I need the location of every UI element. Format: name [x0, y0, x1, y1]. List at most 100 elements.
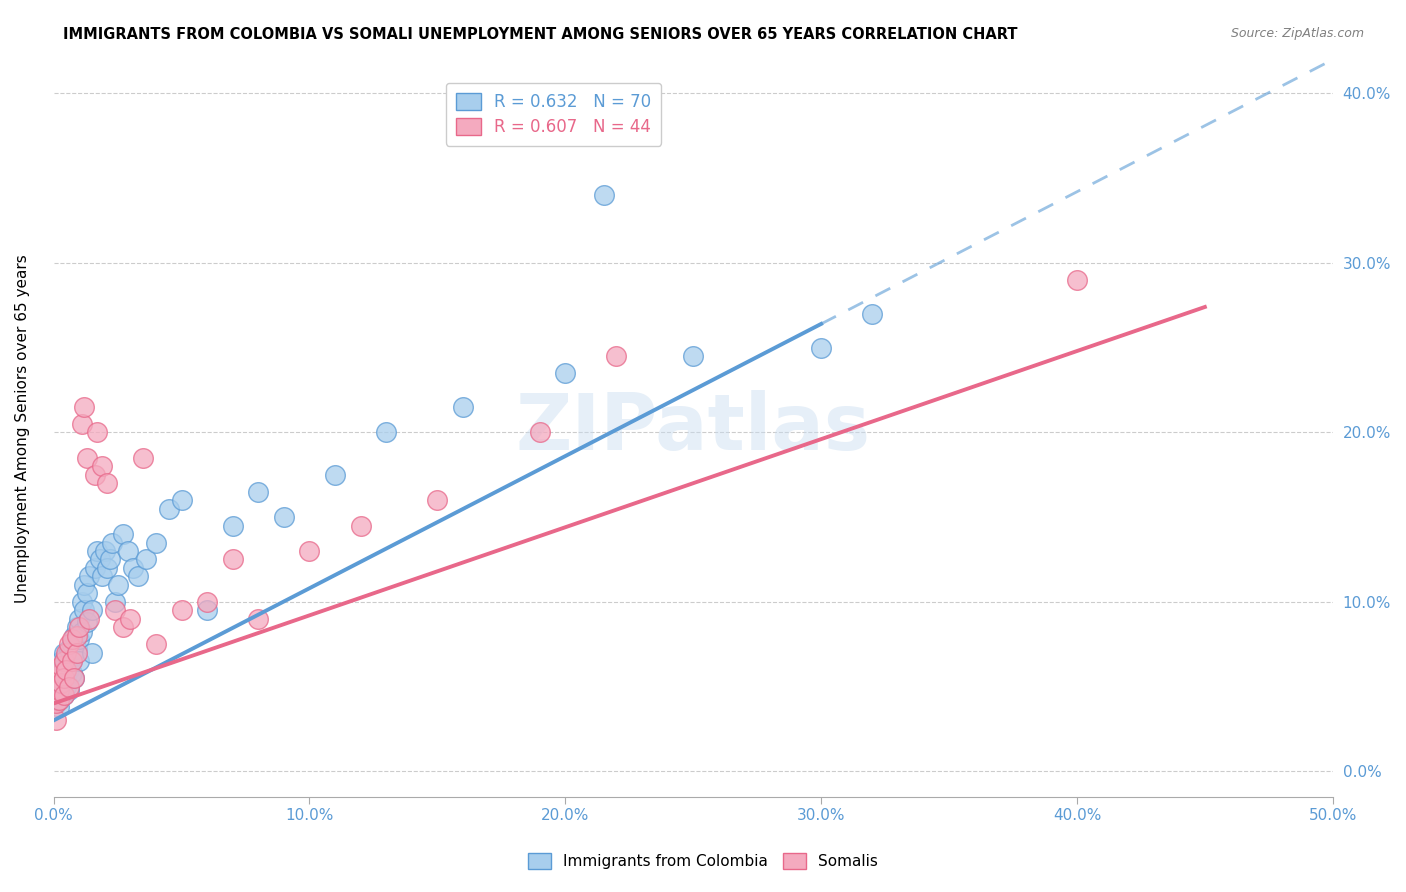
Y-axis label: Unemployment Among Seniors over 65 years: Unemployment Among Seniors over 65 years	[15, 253, 30, 602]
Point	[51, 682, 73, 697]
Point	[83, 467, 105, 482]
Point	[1066, 273, 1088, 287]
Point	[63, 648, 86, 663]
Point	[682, 349, 704, 363]
Point	[195, 603, 218, 617]
Point	[170, 603, 193, 617]
Point	[67, 654, 90, 668]
Point	[66, 620, 89, 634]
Legend: R = 0.632   N = 70, R = 0.607   N = 44: R = 0.632 N = 70, R = 0.607 N = 44	[446, 83, 661, 145]
Point	[145, 535, 167, 549]
Point	[66, 642, 89, 657]
Point	[111, 527, 134, 541]
Point	[60, 632, 83, 646]
Point	[51, 654, 73, 668]
Text: ZIPatlas: ZIPatlas	[516, 390, 870, 467]
Point	[127, 569, 149, 583]
Point	[79, 612, 101, 626]
Point	[55, 648, 77, 663]
Point	[80, 646, 103, 660]
Point	[195, 595, 218, 609]
Point	[58, 637, 80, 651]
Point	[52, 688, 75, 702]
Point	[554, 366, 576, 380]
Point	[107, 578, 129, 592]
Point	[98, 552, 121, 566]
Point	[67, 612, 90, 626]
Point	[73, 578, 96, 592]
Point	[48, 671, 70, 685]
Point	[55, 671, 77, 685]
Point	[58, 663, 80, 677]
Point	[51, 665, 73, 680]
Point	[349, 518, 371, 533]
Point	[222, 552, 245, 566]
Point	[63, 671, 86, 685]
Point	[45, 714, 67, 728]
Point	[96, 561, 118, 575]
Point	[375, 425, 398, 440]
Point	[51, 663, 73, 677]
Point	[298, 544, 321, 558]
Point	[52, 688, 75, 702]
Point	[120, 612, 142, 626]
Point	[48, 699, 70, 714]
Point	[48, 671, 70, 685]
Point	[83, 561, 105, 575]
Point	[48, 693, 70, 707]
Point	[592, 188, 614, 202]
Point	[605, 349, 627, 363]
Point	[86, 425, 108, 440]
Point	[451, 400, 474, 414]
Point	[111, 620, 134, 634]
Point	[70, 417, 93, 431]
Point	[45, 688, 67, 702]
Point	[70, 595, 93, 609]
Point	[67, 632, 90, 646]
Point	[117, 544, 139, 558]
Point	[145, 637, 167, 651]
Point	[48, 693, 70, 707]
Point	[63, 629, 86, 643]
Point	[529, 425, 551, 440]
Point	[73, 603, 96, 617]
Point	[157, 501, 180, 516]
Point	[122, 561, 145, 575]
Point	[170, 493, 193, 508]
Point	[104, 595, 127, 609]
Point	[89, 552, 111, 566]
Point	[58, 682, 80, 697]
Point	[45, 680, 67, 694]
Point	[810, 341, 832, 355]
Point	[51, 676, 73, 690]
Point	[60, 654, 83, 668]
Point	[426, 493, 449, 508]
Point	[86, 544, 108, 558]
Point	[58, 642, 80, 657]
Point	[79, 569, 101, 583]
Point	[91, 459, 114, 474]
Point	[94, 544, 117, 558]
Point	[52, 671, 75, 685]
Point	[222, 518, 245, 533]
Point	[247, 612, 270, 626]
Point	[101, 535, 124, 549]
Point	[51, 676, 73, 690]
Point	[860, 307, 883, 321]
Point	[91, 569, 114, 583]
Point	[52, 646, 75, 660]
Point	[70, 625, 93, 640]
Point	[51, 665, 73, 680]
Point	[63, 671, 86, 685]
Point	[76, 586, 98, 600]
Point	[323, 467, 346, 482]
Legend: Immigrants from Colombia, Somalis: Immigrants from Colombia, Somalis	[522, 847, 884, 875]
Text: IMMIGRANTS FROM COLOMBIA VS SOMALI UNEMPLOYMENT AMONG SENIORS OVER 65 YEARS CORR: IMMIGRANTS FROM COLOMBIA VS SOMALI UNEMP…	[63, 27, 1018, 42]
Point	[60, 654, 83, 668]
Point	[60, 665, 83, 680]
Point	[52, 659, 75, 673]
Point	[80, 603, 103, 617]
Point	[273, 510, 295, 524]
Point	[104, 603, 127, 617]
Point	[55, 646, 77, 660]
